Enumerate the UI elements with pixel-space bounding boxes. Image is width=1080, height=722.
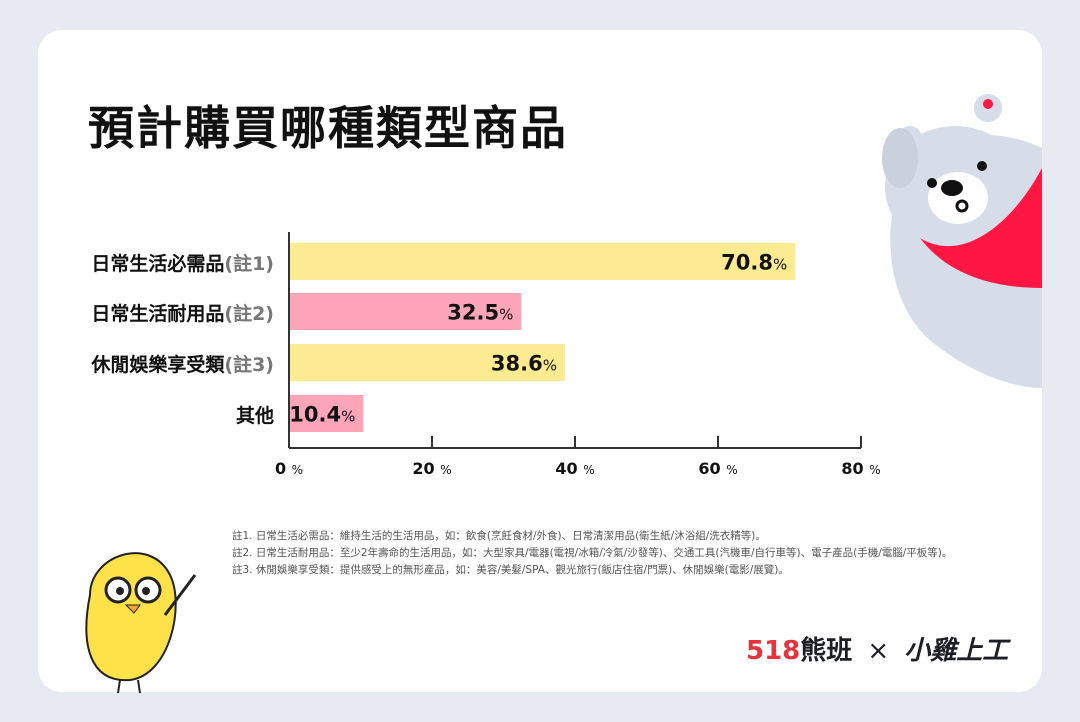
data-label: 10.4% bbox=[289, 403, 355, 427]
bear-mascot-illustration bbox=[882, 94, 1042, 388]
bar bbox=[289, 293, 522, 330]
times-sign: × bbox=[867, 636, 890, 666]
footnote-1: 註1. 日常生活必需品：維持生活的生活用品，如：飲食(烹飪食材/外食)、日常清潔… bbox=[232, 530, 766, 542]
footnote-3: 註3. 休閒娛樂享受類：提供感受上的無形產品，如：美容/美髮/SPA、觀光旅行(… bbox=[232, 564, 789, 576]
brand-logos: 518熊班 × 小雞上工 bbox=[746, 630, 1008, 667]
category-label: 其他 bbox=[235, 405, 274, 427]
data-label: 32.5% bbox=[447, 301, 513, 325]
x-tick-label: 80 % bbox=[841, 459, 880, 478]
category-label: 日常生活耐用品(註2) bbox=[91, 303, 274, 325]
logo-518: 518熊班 bbox=[746, 636, 853, 666]
page-title: 預計購買哪種類型商品 bbox=[88, 101, 568, 155]
data-label: 70.8% bbox=[721, 251, 787, 275]
category-label: 休閒娛樂享受類(註3) bbox=[91, 354, 274, 376]
chick-mascot-illustration bbox=[85, 552, 197, 694]
x-tick-label: 40 % bbox=[555, 459, 594, 478]
bar bbox=[289, 395, 364, 432]
category-label: 日常生活必需品(註1) bbox=[91, 253, 274, 275]
x-tick-label: 0 % bbox=[275, 459, 303, 478]
footnote-2: 註2. 日常生活耐用品：至少2年壽命的生活用品，如：大型家具/電器(電視/冰箱/… bbox=[232, 547, 953, 559]
data-label: 38.6% bbox=[491, 352, 557, 376]
x-tick-label: 60 % bbox=[698, 459, 737, 478]
logo-chick: 小雞上工 bbox=[904, 636, 1009, 666]
bar bbox=[289, 243, 796, 280]
footnotes: 註1. 日常生活必需品：維持生活的生活用品，如：飲食(烹飪食材/外食)、日常清潔… bbox=[232, 528, 952, 579]
x-tick-label: 20 % bbox=[412, 459, 451, 478]
bar bbox=[289, 344, 565, 381]
